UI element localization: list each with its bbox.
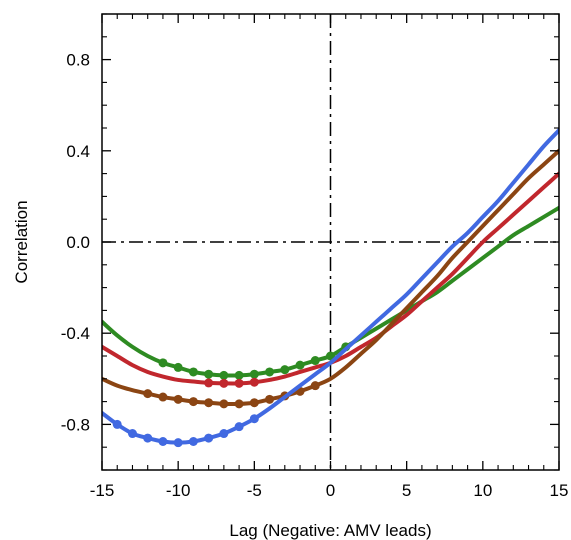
x-tick-label: -5	[247, 481, 262, 500]
series-3-marker	[249, 398, 259, 408]
series-layer	[102, 128, 559, 448]
ticks-layer	[101, 13, 560, 471]
y-tick-label: 0.0	[66, 233, 90, 252]
series-3-marker	[204, 398, 214, 408]
x-tick-label: 0	[326, 481, 335, 500]
x-tick-label: 10	[473, 481, 492, 500]
series-4-marker	[173, 438, 183, 448]
y-axis-title: Correlation	[12, 200, 31, 283]
x-tick-label: 15	[550, 481, 569, 500]
series-2-marker	[234, 378, 244, 388]
y-tick-label: 0.4	[66, 142, 90, 161]
series-1-marker	[326, 351, 335, 361]
series-3-marker	[143, 389, 153, 399]
series-4-marker	[219, 429, 229, 439]
x-tick-label: -15	[90, 481, 115, 500]
series-4-marker	[143, 433, 153, 443]
series-1-marker	[219, 370, 229, 380]
series-3-marker	[173, 394, 183, 404]
series-2-marker	[219, 378, 229, 388]
series-1-marker	[280, 365, 290, 375]
series-3-marker	[219, 399, 229, 409]
series-1-marker	[295, 360, 305, 370]
series-3-marker	[188, 397, 198, 407]
series-3-marker	[234, 399, 244, 409]
series-1-marker	[265, 367, 275, 377]
series-2-marker	[204, 378, 214, 388]
tick-labels-layer: -15 -10 -5 0 5 10 15 -0.8 -0.4 0.0 0.4 0.8	[61, 51, 569, 500]
series-4-marker	[158, 437, 168, 446]
y-tick-label: -0.8	[61, 415, 90, 434]
series-4-marker	[204, 433, 214, 443]
series-4-marker	[234, 422, 244, 432]
series-1-marker	[173, 362, 183, 372]
x-tick-label: 5	[402, 481, 411, 500]
series-2-marker	[249, 377, 259, 387]
x-axis-title: Lag (Negative: AMV leads)	[229, 521, 431, 540]
series-3-marker	[310, 381, 320, 391]
series-1-marker	[158, 358, 168, 368]
series-4-marker	[112, 419, 122, 429]
x-tick-label: -10	[166, 481, 191, 500]
y-tick-label: 0.8	[66, 51, 90, 70]
series-1-marker	[249, 369, 259, 379]
y-tick-label: -0.4	[61, 324, 90, 343]
series-1-marker	[204, 369, 214, 379]
series-4-marker	[188, 437, 198, 446]
series-4-marker	[249, 414, 259, 424]
reference-lines	[102, 14, 559, 470]
series-3-marker	[265, 394, 275, 404]
series-1-marker	[234, 370, 244, 380]
series-1-marker	[188, 367, 198, 377]
series-1-marker	[310, 356, 320, 366]
series-4-marker	[127, 429, 137, 439]
series-3-marker	[158, 392, 168, 402]
